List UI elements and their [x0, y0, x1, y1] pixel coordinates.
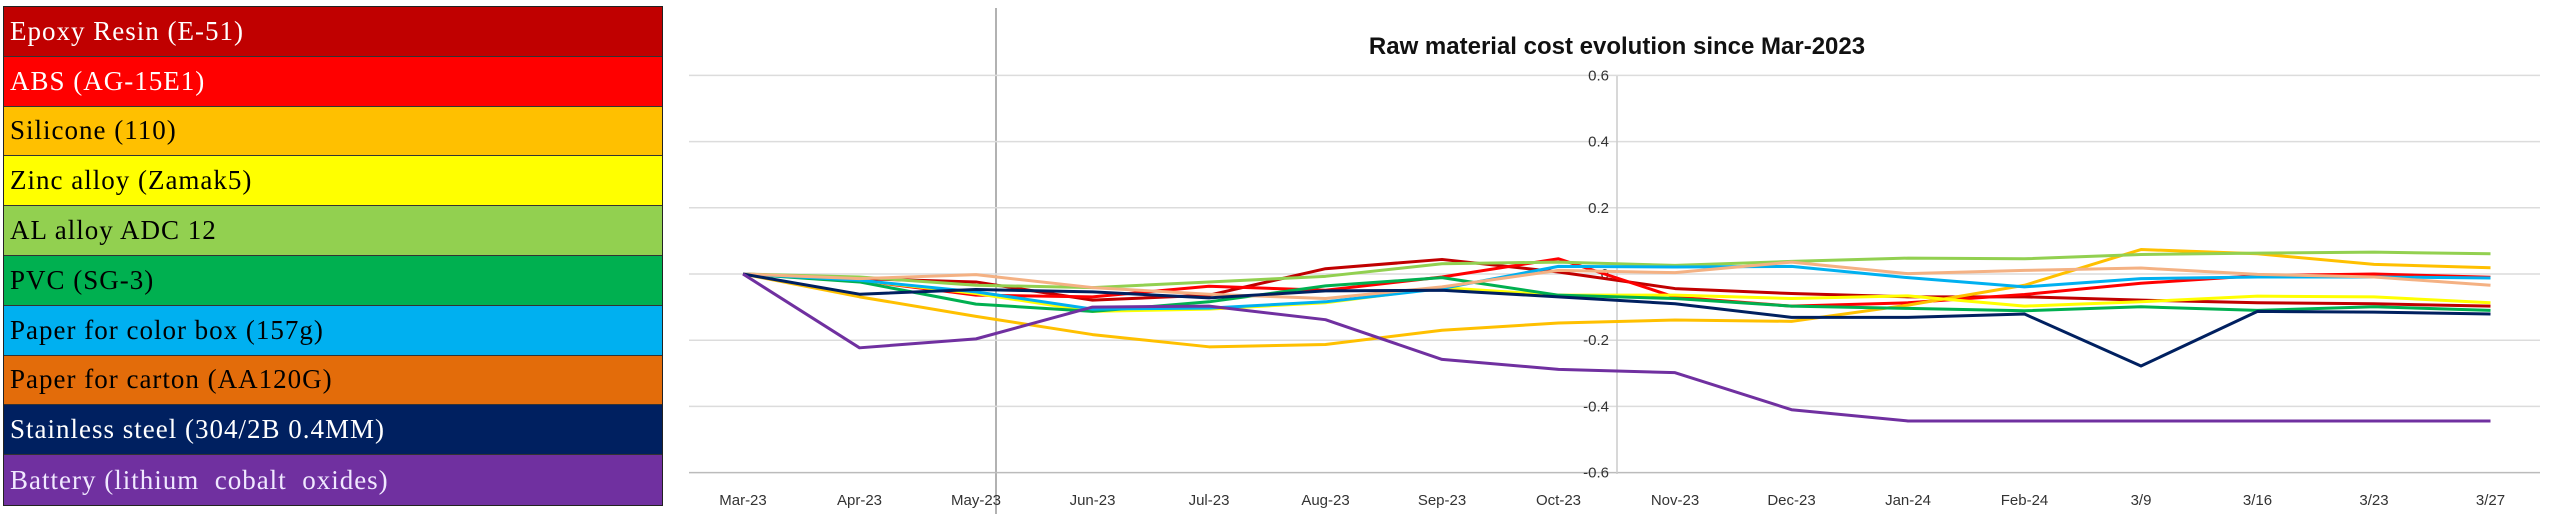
- series-line: [742, 248, 2491, 349]
- series-lines: [742, 248, 2491, 423]
- y-tick-label: -0.6: [1583, 465, 1609, 482]
- x-tick-label: 3/23: [2359, 492, 2388, 509]
- x-tick-label: Jul-23: [1189, 492, 1230, 509]
- legend-item: Stainless steel (304/2B 0.4MM): [4, 405, 662, 456]
- x-tick-label: 3/27: [2476, 492, 2505, 509]
- y-tick-label: -0.4: [1583, 398, 1609, 415]
- legend-table: Epoxy Resin (E-51) ABS (AG-15E1) Silicone …: [3, 6, 663, 506]
- series-line: [742, 272, 2491, 313]
- legend-item: Epoxy Resin (E-51): [4, 7, 662, 57]
- y-tick-labels: 0.60.40.20-0.2-0.4-0.6: [1583, 67, 1609, 481]
- legend-item: Zinc alloy (Zamak5): [4, 156, 662, 207]
- x-tick-label: Oct-23: [1536, 492, 1581, 509]
- x-tick-label: Apr-23: [837, 492, 882, 509]
- legend-item: Silicone (110): [4, 106, 662, 157]
- gridlines: [689, 74, 2540, 474]
- x-tick-label: 3/16: [2243, 492, 2272, 509]
- x-tick-label: Mar-23: [719, 492, 767, 509]
- x-tick-label: Nov-23: [1651, 492, 1699, 509]
- series-line: [742, 257, 2491, 308]
- series-line: [742, 272, 2491, 313]
- series-line: [742, 264, 2491, 311]
- legend-item: Battery (lithium cobalt oxides): [4, 455, 662, 505]
- series-line: [742, 260, 2491, 300]
- series-line: [742, 272, 2491, 368]
- x-tick-label: Feb-24: [2001, 492, 2049, 509]
- y-tick-label: 0.4: [1588, 134, 1609, 151]
- legend-item: Paper for color box (157g): [4, 305, 662, 356]
- x-tick-label: Dec-23: [1767, 492, 1815, 509]
- x-tick-label: Sep-23: [1418, 492, 1466, 509]
- x-tick-label: 3/9: [2131, 492, 2152, 509]
- y-tick-label: -0.2: [1583, 332, 1609, 349]
- x-tick-labels: Mar-23 Apr-23 May-23 Jun-23 Jul-23 Aug-23 Sep-…: [719, 492, 2505, 509]
- chart-title: Raw material cost evolution since Mar-20…: [1369, 33, 1865, 60]
- x-tick-label: May-23: [951, 492, 1001, 509]
- y-tick-label: 0.2: [1588, 200, 1609, 217]
- series-line: [742, 250, 2491, 290]
- x-tick-label: Jan-24: [1885, 492, 1931, 509]
- legend-item: PVC (SG-3): [4, 255, 662, 306]
- legend-item: ABS (AG-15E1): [4, 56, 662, 107]
- y-tick-label: 0.6: [1588, 67, 1609, 84]
- legend-item: Paper for carton (AA120G): [4, 355, 662, 406]
- legend-item: AL alloy ADC 12: [4, 206, 662, 256]
- x-tick-label: Jun-23: [1070, 492, 1116, 509]
- series-line: [742, 272, 2491, 423]
- x-tick-label: Aug-23: [1301, 492, 1349, 509]
